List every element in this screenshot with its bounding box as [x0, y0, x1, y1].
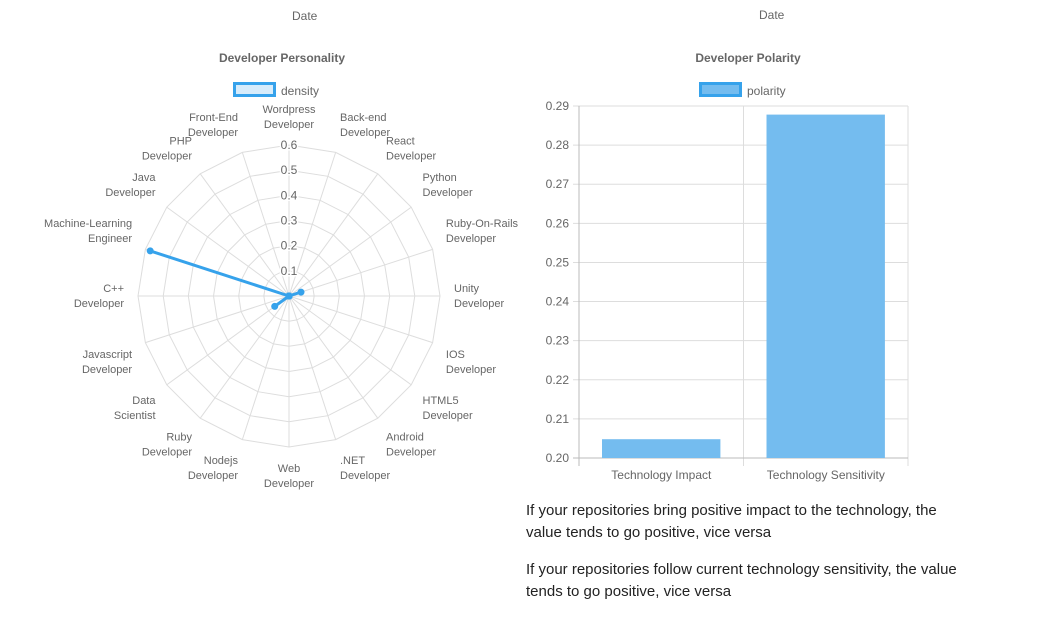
radar-tick-label: 0.2	[281, 239, 298, 253]
radar-tick-labels: 0.1 0.2 0.3 0.4 0.5 0.6	[279, 137, 299, 280]
radar-category-label: Ruby Developer	[142, 432, 193, 459]
radar-tick-label: 0.1	[281, 264, 298, 278]
radar-category-label: Nodejs Developer	[188, 455, 239, 482]
bar-rect[interactable]	[766, 114, 885, 458]
radar-point[interactable]	[285, 292, 293, 300]
bar-y-tick-label: 0.24	[546, 295, 570, 309]
bar-x-tick-label: Technology Impact	[611, 468, 712, 482]
bar-x-tick-labels: Technology Impact Technology Sensitivity	[611, 468, 885, 482]
radar-legend-label: density	[281, 84, 319, 98]
radar-point[interactable]	[297, 288, 305, 296]
radar-spoke	[166, 206, 290, 297]
radar-spoke	[145, 295, 290, 344]
radar-category-label: .NET Developer	[340, 455, 390, 482]
radar-category-label: Front-End Developer	[188, 112, 238, 139]
radar-spoke	[199, 173, 290, 297]
radar-category-label: Ruby-On-Rails Developer	[446, 218, 519, 245]
radar-category-label: HTML5 Developer	[423, 395, 473, 422]
radar-category-label: Javascript Developer	[82, 349, 132, 376]
radar-category-label: Back-end Developer	[340, 112, 390, 139]
bar-y-tick-label: 0.20	[546, 451, 570, 465]
radar-category-label: Android Developer	[386, 432, 436, 459]
radar-spoke	[241, 295, 290, 440]
radar-category-labels: Wordpress Developer Back-end DeveloperReact…	[44, 104, 518, 490]
radar-category-label: React Developer	[386, 136, 436, 163]
radar-spoke	[288, 173, 379, 297]
radar-spoke	[166, 295, 290, 386]
right-date-label: Date	[759, 8, 785, 22]
radar-spoke	[241, 152, 290, 297]
radar-spoke	[288, 295, 433, 344]
bar-legend[interactable]: polarity	[699, 82, 786, 99]
radar-category-label: Unity Developer	[454, 283, 504, 310]
bar-chart: Developer Polarity polarity 0.29 0.28 0.27…	[546, 51, 909, 482]
sensitivity-description: If your repositories follow current tech…	[526, 561, 957, 600]
bar-y-tick-label: 0.21	[546, 412, 570, 426]
bar-y-tick-label: 0.27	[546, 177, 570, 191]
radar-tick-label: 0.3	[281, 214, 298, 228]
bar-y-tick-label: 0.22	[546, 373, 570, 387]
bar-y-tick-label: 0.28	[546, 138, 570, 152]
bar-title: Developer Polarity	[695, 51, 801, 65]
bar-y-tick-label: 0.29	[546, 99, 570, 113]
radar-series-density	[146, 247, 305, 310]
bar-y-tick-label: 0.25	[546, 255, 570, 269]
radar-legend-swatch	[233, 82, 276, 97]
radar-spoke	[288, 295, 337, 440]
radar-category-label: Java Developer	[105, 172, 156, 199]
radar-spoke	[288, 295, 412, 386]
radar-spoke	[288, 152, 337, 297]
bar-y-tick-label: 0.23	[546, 334, 570, 348]
radar-title: Developer Personality	[219, 51, 345, 65]
radar-tick-label: 0.4	[281, 188, 298, 202]
bar-rect[interactable]	[602, 439, 721, 458]
left-date-label: Date	[292, 9, 318, 23]
charts-canvas: Developer Personality density 0.10.20.30…	[44, 51, 909, 490]
radar-spoke	[288, 295, 379, 419]
radar-category-label: C++ Developer	[74, 283, 124, 310]
radar-legend[interactable]: density	[233, 82, 320, 99]
radar-point[interactable]	[271, 302, 279, 310]
bar-x-tick-label: Technology Sensitivity	[767, 468, 885, 482]
radar-spoke	[199, 295, 290, 419]
impact-description: If your repositories bring positive impa…	[526, 502, 937, 541]
bar-y-tick-labels: 0.29 0.28 0.27 0.26 0.25 0.24 0.23 0.22 0.21 0.20	[546, 99, 570, 465]
radar-category-label: Machine-Learning Engineer	[44, 218, 132, 245]
bar-y-tick-label: 0.26	[546, 216, 570, 230]
radar-tick-label: 0.6	[281, 138, 298, 152]
radar-category-label: Data Scientist	[114, 395, 156, 422]
bar-legend-label: polarity	[747, 84, 786, 98]
radar-spoke	[288, 248, 433, 297]
radar-spoke	[288, 206, 412, 297]
radar-series-line	[148, 249, 303, 308]
radar-point[interactable]	[146, 247, 154, 255]
radar-chart: Developer Personality density 0.10.20.30…	[44, 51, 518, 490]
radar-grid	[137, 144, 441, 448]
radar-category-label: Wordpress Developer	[263, 104, 316, 131]
radar-category-label: PHP Developer	[142, 136, 192, 163]
radar-category-label: IOS Developer	[446, 349, 496, 376]
radar-tick-label: 0.5	[281, 163, 298, 177]
bar-legend-swatch	[699, 82, 742, 97]
radar-category-label: Web Developer	[264, 463, 314, 490]
radar-category-label: Python Developer	[423, 172, 473, 199]
bar-series-polarity	[602, 114, 885, 458]
